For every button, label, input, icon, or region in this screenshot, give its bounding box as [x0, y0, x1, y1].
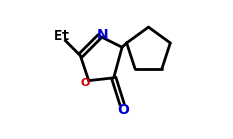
Text: O: O	[117, 103, 129, 117]
Text: O: O	[80, 78, 89, 88]
Text: N: N	[97, 28, 109, 42]
Text: Et: Et	[54, 29, 71, 43]
